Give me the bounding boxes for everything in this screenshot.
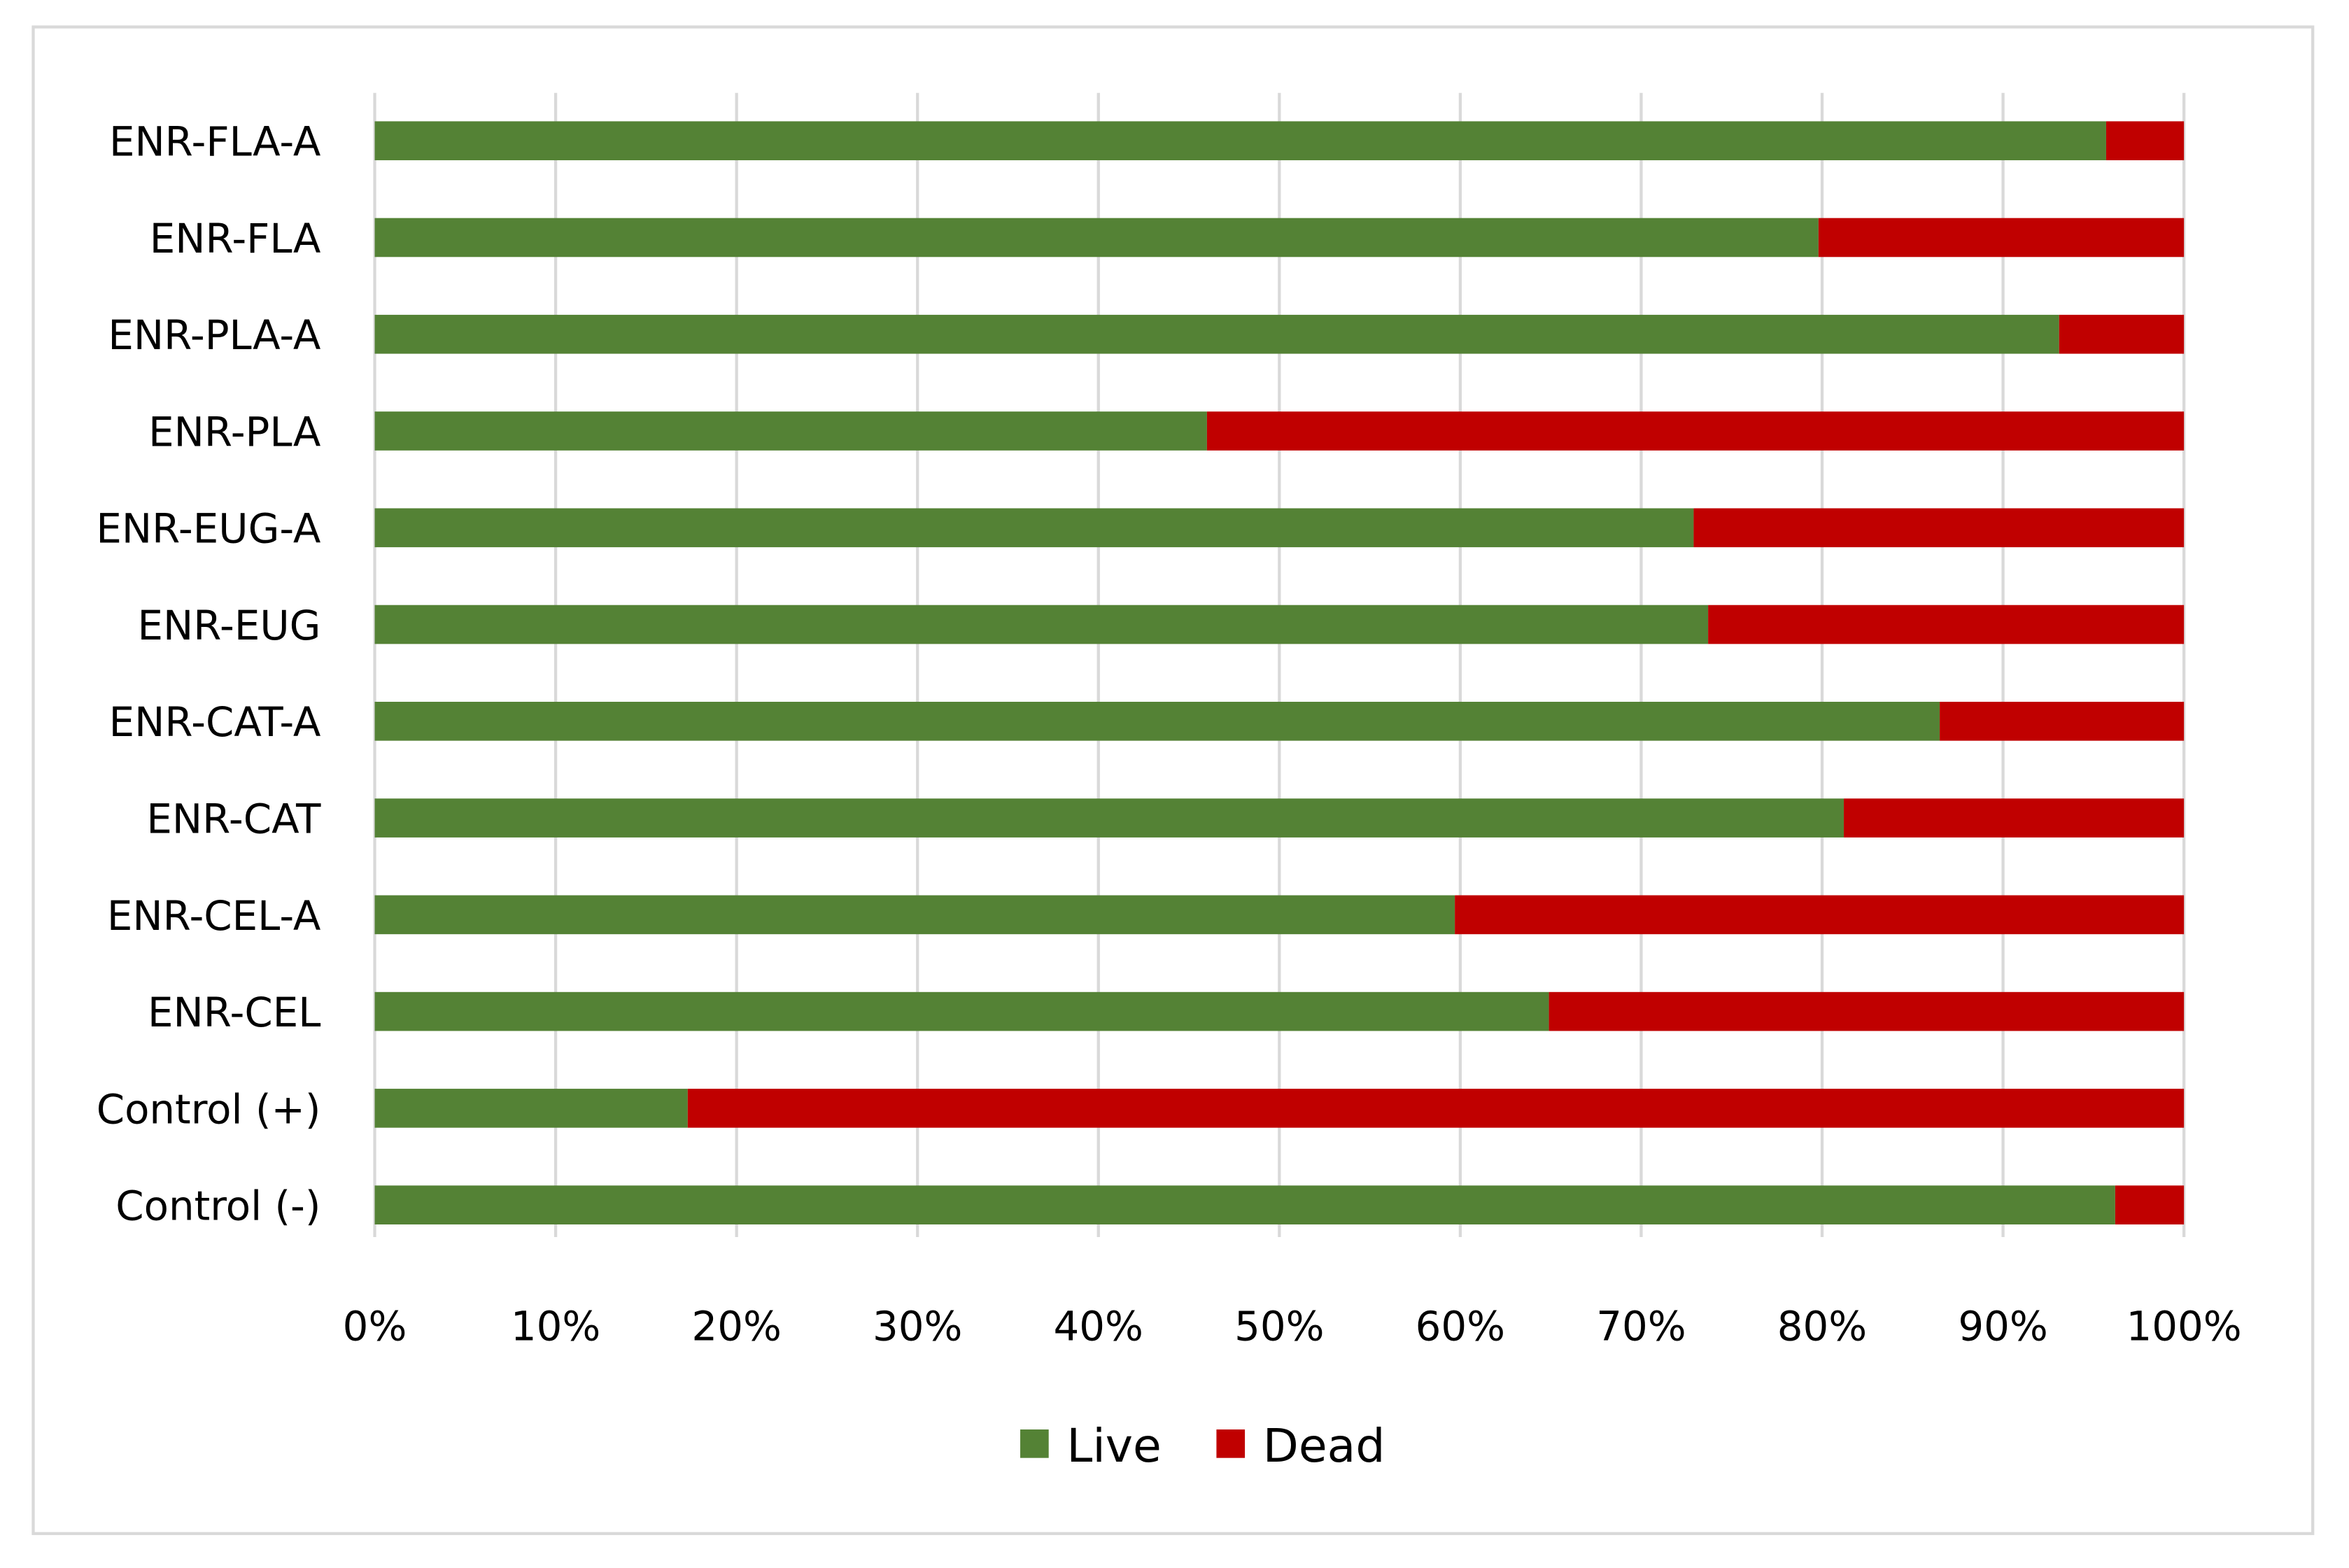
bar-live	[374, 1185, 2115, 1224]
x-tick-label: 100%	[2126, 1303, 2242, 1350]
bar-live	[374, 991, 1549, 1031]
bar-dead	[1844, 798, 2185, 838]
x-tick-label: 70%	[1596, 1303, 1686, 1350]
bar-live	[374, 895, 1455, 935]
bar-live	[374, 218, 1819, 257]
x-tick-label: 80%	[1777, 1303, 1867, 1350]
bar-dead	[2115, 1185, 2185, 1224]
legend-label-dead: Dead	[1263, 1418, 1385, 1473]
bar-dead	[2105, 121, 2185, 161]
x-tick-label: 30%	[873, 1303, 962, 1350]
category-label: ENR-PLA	[148, 408, 321, 455]
gridlines	[373, 92, 2186, 1237]
category-label: ENR-CAT	[146, 795, 321, 842]
category-label: ENR-PLA-A	[108, 311, 321, 359]
category-label: ENR-EUG-A	[96, 505, 321, 553]
category-label: ENR-CAT-A	[109, 698, 321, 746]
bar-live	[374, 121, 2106, 161]
category-label: Control (-)	[115, 1182, 320, 1230]
x-tick-label: 0%	[343, 1303, 407, 1350]
legend-label-live: Live	[1066, 1418, 1161, 1473]
x-tick-label: 50%	[1234, 1303, 1324, 1350]
bar-live	[374, 1089, 688, 1128]
bar-dead	[1549, 991, 2185, 1031]
bar-dead	[1693, 508, 2185, 548]
category-label: ENR-CEL	[148, 989, 320, 1036]
category-label: ENR-FLA-A	[109, 118, 321, 166]
x-tick-label: 60%	[1416, 1303, 1505, 1350]
legend: Live Dead	[1020, 1418, 1385, 1473]
bar-live	[374, 798, 1844, 838]
bar-dead	[1818, 218, 2185, 257]
bar-dead	[687, 1089, 2185, 1128]
category-label: Control (+)	[97, 1085, 321, 1133]
x-tick-label: 40%	[1054, 1303, 1143, 1350]
category-label: ENR-EUG	[138, 602, 321, 649]
bar-live	[374, 605, 1709, 644]
bar-dead	[1455, 895, 2185, 935]
bars	[374, 121, 2185, 1224]
bar-live	[374, 701, 1940, 741]
category-labels: ENR-FLA-A ENR-FLA ENR-PLA-A ENR-PLA ENR-EUG-…	[96, 118, 321, 1230]
x-tick-labels: 0% 10% 20% 30% 40% 50% 60% 70% 80% 90% 100%	[343, 1303, 2242, 1350]
bar-live	[374, 508, 1694, 548]
x-tick-label: 10%	[511, 1303, 600, 1350]
category-label: ENR-FLA	[150, 215, 321, 262]
x-tick-label: 90%	[1958, 1303, 2047, 1350]
bar-dead	[1708, 605, 2185, 644]
bar-dead	[2059, 314, 2185, 354]
bar-live	[374, 314, 2059, 354]
legend-swatch-dead	[1216, 1429, 1246, 1458]
category-label: ENR-CEL-A	[107, 892, 321, 940]
chart-frame	[31, 25, 2315, 1535]
bar-live	[374, 411, 1207, 451]
legend-swatch-live	[1020, 1429, 1049, 1458]
bar-dead	[1206, 411, 2185, 451]
x-tick-label: 20%	[691, 1303, 781, 1350]
bar-dead	[1940, 701, 2185, 741]
